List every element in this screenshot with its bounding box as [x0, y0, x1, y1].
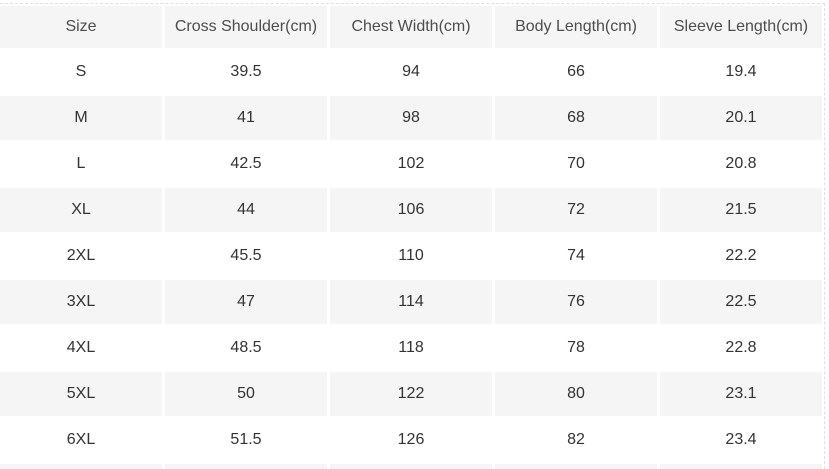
cell-sleeve-length: 21.5 [660, 188, 822, 232]
cell-chest-width: 126 [330, 418, 492, 462]
cell-sleeve-length: 20.8 [660, 142, 822, 186]
cell-cross-shoulder: 45.5 [165, 234, 327, 278]
cell-size: XL [0, 188, 162, 232]
table-row-2xl: 2XL 45.5 110 74 22.2 [0, 234, 822, 278]
cell-chest-width: 98 [330, 96, 492, 140]
column-header-sleeve-length: Sleeve Length(cm) [660, 6, 822, 48]
cell-body-length: 74 [495, 234, 657, 278]
table-row-s: S 39.5 94 66 19.4 [0, 50, 822, 94]
size-chart-table: Size Cross Shoulder(cm) Chest Width(cm) … [0, 4, 824, 469]
column-header-cross-shoulder: Cross Shoulder(cm) [165, 6, 327, 48]
cell-size: 6XL [0, 418, 162, 462]
cell-chest-width: 94 [330, 50, 492, 94]
cell-sleeve-length: 22.2 [660, 234, 822, 278]
cell-chest-width: 110 [330, 234, 492, 278]
cell-size: 3XL [0, 280, 162, 324]
table-row-cropped-next [0, 464, 822, 469]
cell-sleeve-length: 23.4 [660, 418, 822, 462]
cell-cross-shoulder: 51.5 [165, 418, 327, 462]
cell-body-length: 82 [495, 418, 657, 462]
cell-body-length: 68 [495, 96, 657, 140]
cell-chest-width: 114 [330, 280, 492, 324]
table-row-m: M 41 98 68 20.1 [0, 96, 822, 140]
cell-body-length: 70 [495, 142, 657, 186]
cell-cross-shoulder: 41 [165, 96, 327, 140]
cell-body-length: 76 [495, 280, 657, 324]
cell-cross-shoulder: 48.5 [165, 326, 327, 370]
table-row-l: L 42.5 102 70 20.8 [0, 142, 822, 186]
cell-size: 5XL [0, 372, 162, 416]
cell-sleeve-length: 19.4 [660, 50, 822, 94]
cell-chest-width: 122 [330, 372, 492, 416]
cell-size: S [0, 50, 162, 94]
cell-cropped [330, 464, 492, 469]
cell-body-length: 78 [495, 326, 657, 370]
column-header-size: Size [0, 6, 162, 48]
table-row-6xl: 6XL 51.5 126 82 23.4 [0, 418, 822, 462]
cell-cropped [0, 464, 162, 469]
cell-size: 4XL [0, 326, 162, 370]
cell-cross-shoulder: 42.5 [165, 142, 327, 186]
cell-chest-width: 102 [330, 142, 492, 186]
cell-body-length: 72 [495, 188, 657, 232]
cell-sleeve-length: 20.1 [660, 96, 822, 140]
cell-body-length: 80 [495, 372, 657, 416]
cell-cropped [165, 464, 327, 469]
cell-sleeve-length: 22.5 [660, 280, 822, 324]
cell-cross-shoulder: 50 [165, 372, 327, 416]
header-row: Size Cross Shoulder(cm) Chest Width(cm) … [0, 6, 822, 48]
table-row-5xl: 5XL 50 122 80 23.1 [0, 372, 822, 416]
cell-size: L [0, 142, 162, 186]
cell-sleeve-length: 22.8 [660, 326, 822, 370]
cell-sleeve-length: 23.1 [660, 372, 822, 416]
column-header-chest-width: Chest Width(cm) [330, 6, 492, 48]
cell-body-length: 66 [495, 50, 657, 94]
table-row-4xl: 4XL 48.5 118 78 22.8 [0, 326, 822, 370]
size-chart-container: Size Cross Shoulder(cm) Chest Width(cm) … [0, 3, 825, 469]
cell-size: 2XL [0, 234, 162, 278]
cell-chest-width: 106 [330, 188, 492, 232]
column-header-body-length: Body Length(cm) [495, 6, 657, 48]
cell-cropped [660, 464, 822, 469]
cell-cross-shoulder: 47 [165, 280, 327, 324]
cell-cross-shoulder: 44 [165, 188, 327, 232]
cell-chest-width: 118 [330, 326, 492, 370]
cell-size: M [0, 96, 162, 140]
cell-cross-shoulder: 39.5 [165, 50, 327, 94]
cell-cropped [495, 464, 657, 469]
table-row-xl: XL 44 106 72 21.5 [0, 188, 822, 232]
table-row-3xl: 3XL 47 114 76 22.5 [0, 280, 822, 324]
